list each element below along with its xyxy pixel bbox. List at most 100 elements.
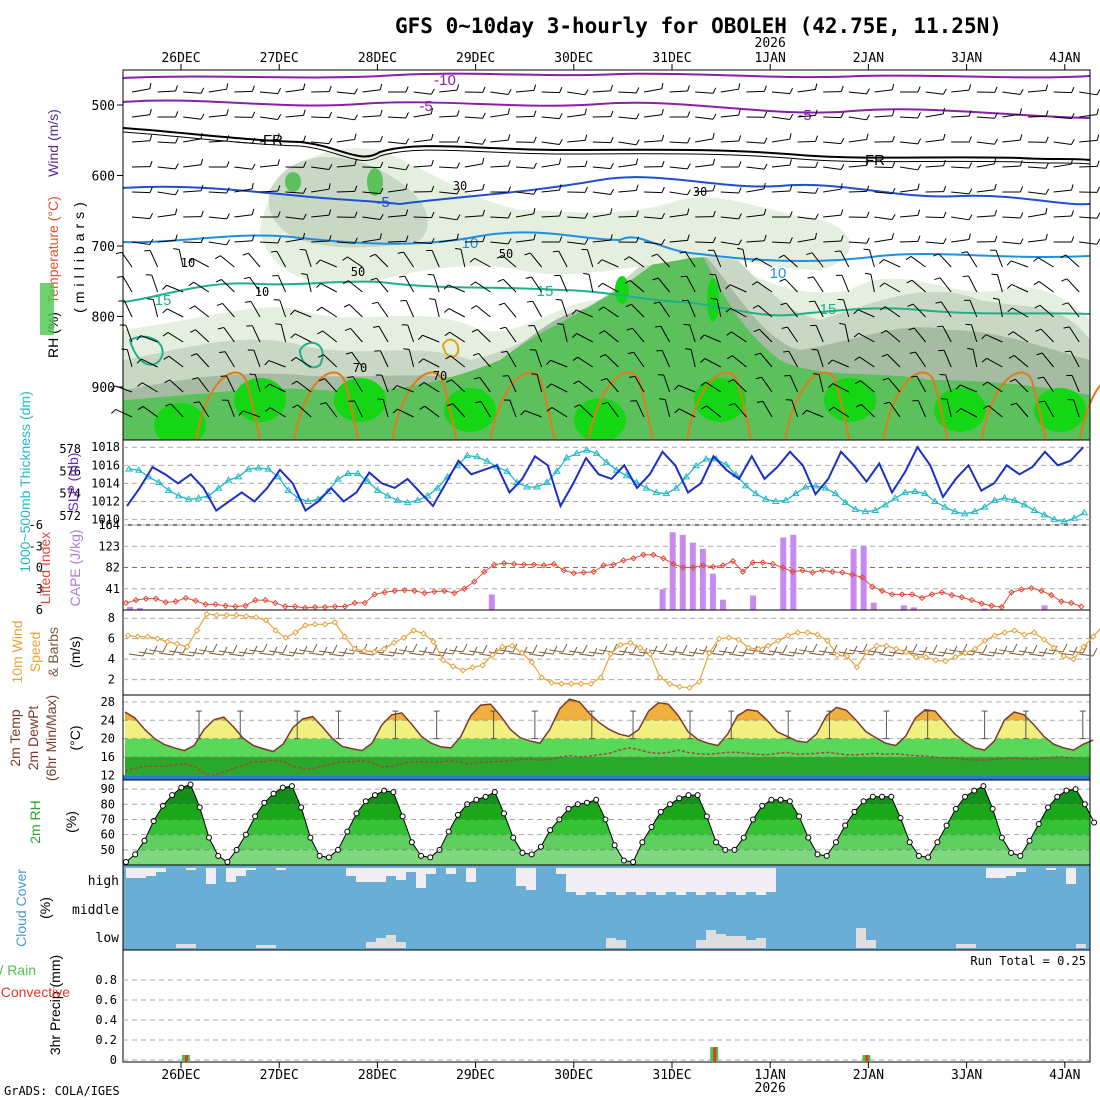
wind-barb-flag	[839, 322, 846, 325]
wind-barb	[603, 306, 619, 318]
wind-barb-flag	[1096, 134, 1100, 141]
wind-barb-flag	[498, 302, 505, 306]
wind-speed-point	[341, 633, 348, 640]
wind-barb-flag	[738, 239, 743, 246]
cloud-low-bar	[716, 934, 726, 948]
cloud-high-bar	[1046, 868, 1056, 870]
wind-barb	[249, 276, 261, 293]
wind-barb-flag	[470, 305, 477, 310]
wind-barb-flag	[496, 254, 503, 259]
wind-barb	[783, 254, 798, 268]
wind-barb	[336, 190, 355, 193]
wind-barb-flag	[815, 213, 819, 220]
wind-barb-flag	[685, 348, 692, 350]
wind-barb-flag	[251, 182, 254, 189]
wind-barb-flag	[444, 308, 450, 313]
wind-barb-flag	[736, 247, 744, 250]
wind-barb	[424, 405, 440, 418]
li-point	[719, 562, 727, 569]
wind-barb	[336, 138, 355, 143]
wind-barb	[643, 216, 662, 220]
wind-barb	[720, 191, 739, 194]
wind-barb-flag	[469, 257, 475, 263]
thickness-point	[363, 477, 372, 484]
rh-point	[1054, 793, 1061, 800]
wind-barb	[797, 114, 816, 118]
wind-barb-flag	[994, 183, 997, 190]
wind-barb	[771, 190, 791, 193]
wind-barb-flag	[1010, 402, 1017, 406]
wind-barb-flag	[226, 83, 229, 90]
wind10-barb-flag	[342, 647, 348, 657]
wind10-barb	[498, 649, 514, 653]
cloud-high-bar	[416, 868, 426, 888]
wind-barb-flag	[778, 254, 785, 259]
wind-barb-flag	[814, 232, 817, 239]
wind-barb-flag	[111, 409, 117, 414]
ylabel-wind-units: (m/s)	[67, 636, 83, 668]
wind-barb-flag	[610, 208, 613, 215]
li-point	[331, 603, 339, 610]
wind10-barb-flag	[802, 645, 808, 655]
precip-tick-label: 0.2	[95, 1033, 117, 1047]
rh-point	[593, 796, 600, 803]
li-point	[878, 587, 886, 595]
wind-barb	[687, 300, 696, 318]
wind-barb	[788, 351, 799, 368]
wind-barb-flag	[430, 107, 433, 114]
wind10-barb-flag	[712, 643, 718, 653]
wind10-barb-flag	[582, 644, 588, 654]
wind-barb-flag	[345, 351, 352, 355]
wind-barb-flag	[251, 85, 255, 92]
wind-speed-point	[1070, 655, 1077, 663]
wind-barb	[695, 91, 714, 94]
wind-barb	[157, 90, 176, 93]
li-point	[928, 591, 936, 598]
wind-barb-flag	[482, 209, 486, 216]
cloud-high-bar	[676, 868, 686, 895]
wind-barb-flag	[584, 160, 588, 167]
cloud-high-bar	[606, 868, 616, 892]
slp-tick-label: 1014	[91, 476, 120, 490]
thickness-point	[353, 469, 362, 477]
wind-barb-flag	[275, 323, 282, 326]
thickness-point	[264, 465, 273, 472]
wind-barb	[381, 374, 389, 393]
wind-barb-flag	[815, 187, 819, 194]
wind-barb	[746, 188, 765, 193]
thickness-point	[274, 472, 283, 480]
rh-point	[252, 813, 259, 820]
wind10-barb-flag	[752, 645, 758, 655]
thickness-point	[602, 458, 611, 465]
wind-barb-flag	[557, 323, 564, 325]
rh-point	[519, 849, 526, 856]
rh-point	[390, 789, 397, 796]
wind10-barb-flag	[1062, 643, 1068, 653]
wind-barb	[413, 139, 432, 143]
wind-barb	[605, 354, 619, 368]
wind-barb	[913, 327, 926, 343]
wind-barb	[349, 304, 363, 318]
wind-speed-point	[745, 644, 752, 652]
wind-speed-point	[410, 627, 417, 634]
rh-point	[224, 858, 231, 865]
wind-barb	[632, 327, 645, 343]
wind-barb-flag	[1070, 139, 1075, 145]
wind10-barb-flag	[542, 647, 548, 657]
cloud-low-bar	[956, 944, 966, 948]
thickness-point	[433, 484, 442, 491]
wind-barb-flag	[214, 255, 221, 260]
thickness-point	[801, 483, 810, 490]
li-point	[222, 602, 229, 609]
wind-barb	[550, 359, 568, 368]
rh-point	[925, 854, 932, 861]
thickness-point	[184, 495, 193, 502]
wind10-barb-flag	[1082, 644, 1088, 654]
rh-shade-90-core	[707, 278, 719, 322]
wind-barb	[434, 299, 440, 318]
wind10-barb-flag	[532, 644, 538, 654]
wind-barb	[541, 163, 560, 168]
thickness-point	[990, 496, 999, 503]
wind-barb-flag	[379, 135, 383, 142]
wind-barb	[259, 164, 278, 168]
